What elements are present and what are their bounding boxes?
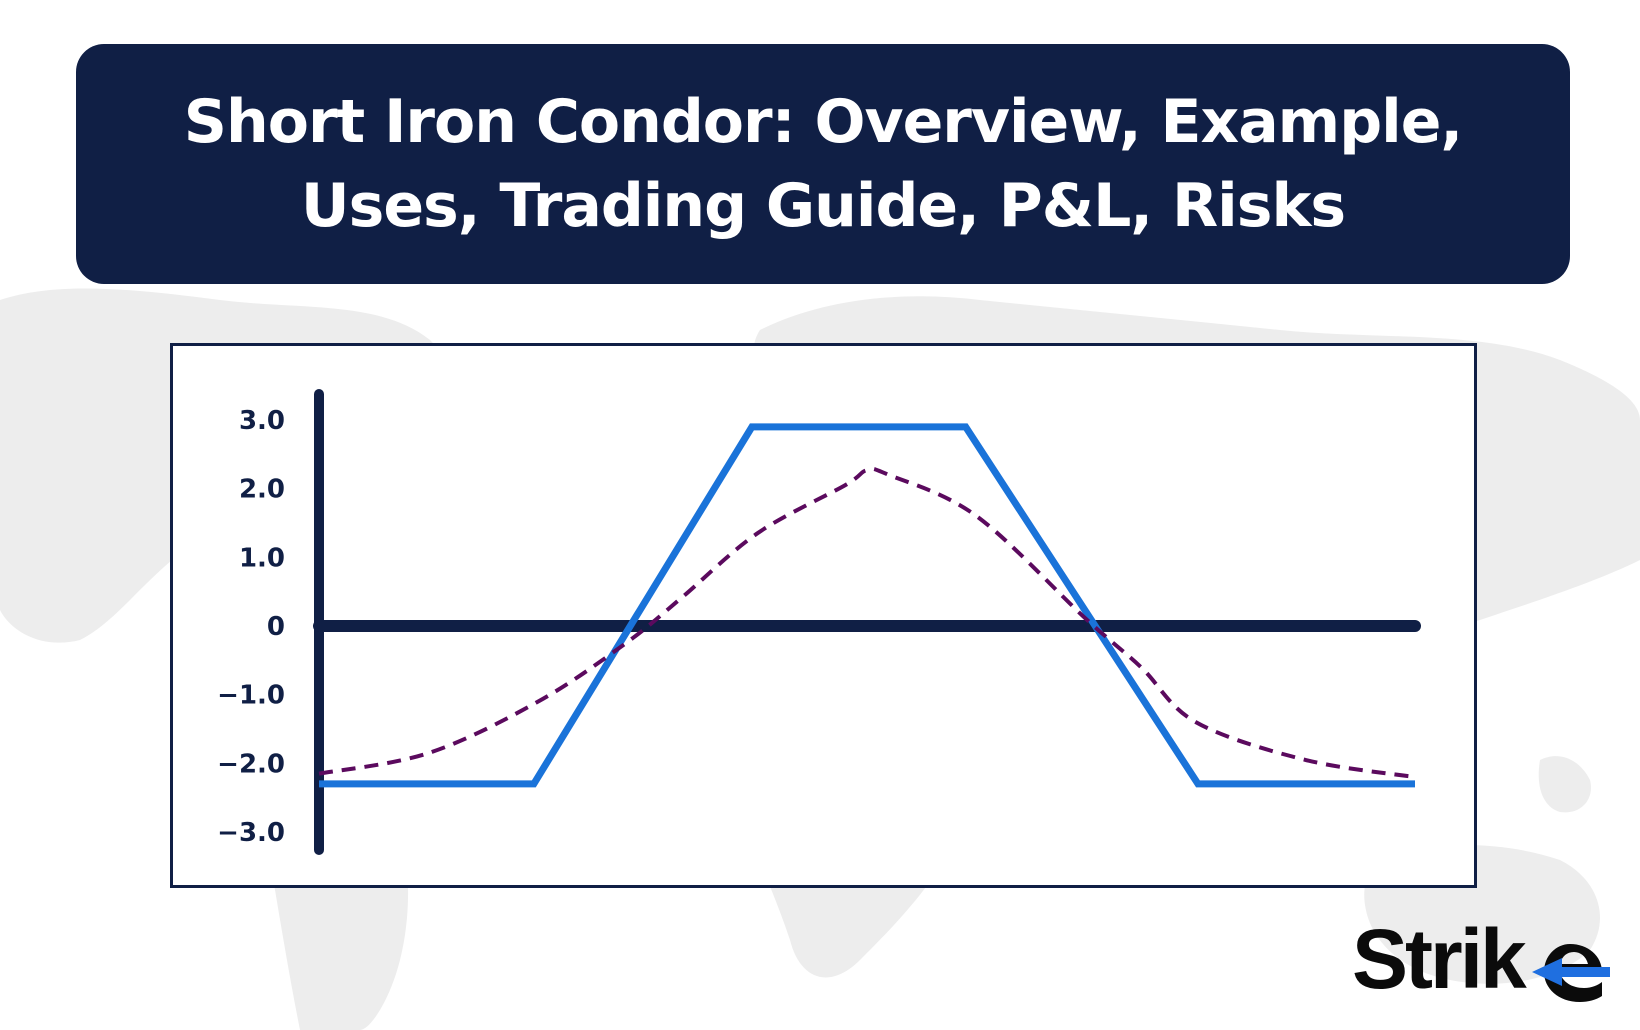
payoff-chart: 3.0 2.0 1.0 0 −1.0 −2.0 −3.0 [217,389,1421,855]
strike-logo: Strik [1352,912,1610,1002]
y-tick-label: −1.0 [217,681,285,711]
svg-text:Strik: Strik [1352,912,1527,1002]
page-title-line-2: Uses, Trading Guide, P&L, Risks [300,171,1346,241]
logo-arrow-mark [1532,958,1610,986]
dashed-curve-series [318,466,1416,780]
y-tick-label: 1.0 [239,543,285,573]
y-tick-label: −3.0 [217,818,285,848]
page-title-line-1: Short Iron Condor: Overview, Example, [183,87,1463,157]
y-tick-label: −2.0 [217,749,285,779]
y-tick-label: 0 [267,612,285,642]
y-axis-tick-labels: 3.0 2.0 1.0 0 −1.0 −2.0 −3.0 [217,406,285,848]
payoff-line-series [319,423,1415,788]
logo-e-mark [1544,944,1602,1002]
series-group [318,423,1416,788]
title-banner: Short Iron Condor: Overview, Example, Us… [76,44,1570,284]
chart-frame: 3.0 2.0 1.0 0 −1.0 −2.0 −3.0 [170,343,1477,888]
y-tick-label: 3.0 [239,406,285,436]
y-tick-label: 2.0 [239,475,285,505]
